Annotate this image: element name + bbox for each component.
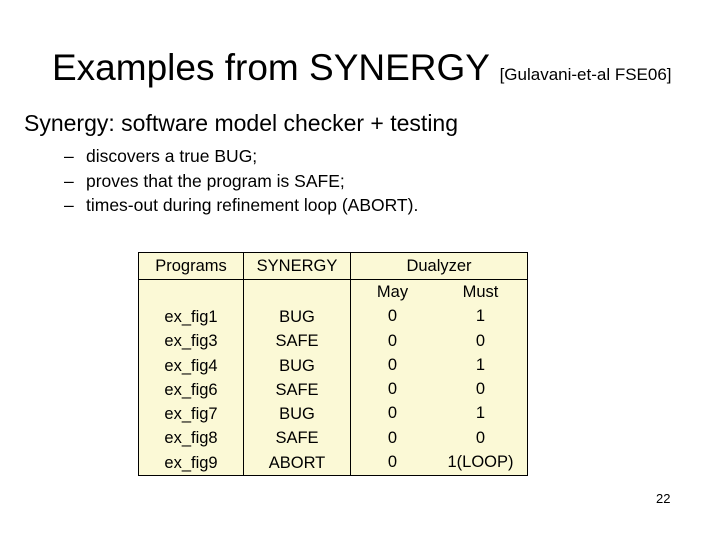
bullet-dash: – — [64, 195, 74, 215]
synergy-result: SAFE — [275, 332, 319, 351]
must-value: 1(LOOP) — [447, 453, 514, 472]
header-synergy: SYNERGY — [256, 257, 338, 275]
may-value: 0 — [387, 355, 398, 374]
header-must: Must — [462, 283, 499, 301]
header-programs: Programs — [155, 257, 227, 275]
slide-subtitle: Synergy: software model checker + testin… — [24, 110, 459, 136]
citation: [Gulavani-et-al FSE06] — [499, 65, 672, 84]
header-dualyzer-cell: Dualyzer — [350, 252, 528, 280]
must-value: 0 — [475, 331, 486, 350]
bullet-item: – proves that the program is SAFE; — [64, 169, 418, 194]
may-value: 0 — [387, 404, 398, 423]
may-value: 0 — [387, 453, 398, 472]
program-name: ex_fig6 — [164, 380, 218, 399]
page-number: 22 — [656, 491, 671, 506]
header-dualyzer: Dualyzer — [406, 257, 472, 275]
slide-title: Examples from SYNERGY [Gulavani-et-al FS… — [52, 46, 672, 97]
must-value: 1 — [475, 355, 486, 374]
may-value: 0 — [387, 307, 398, 326]
program-name: ex_fig1 — [164, 308, 218, 326]
programs-column: ex_fig1 ex_fig3 ex_fig4 ex_fig6 ex_fig7 … — [138, 278, 244, 477]
must-column: Must 1 0 1 0 1 0 1(LOOP) — [434, 278, 528, 477]
synergy-result: ABORT — [268, 453, 326, 472]
synergy-result: BUG — [279, 405, 315, 424]
table-header-row: Programs SYNERGY Dualyzer — [138, 252, 528, 280]
may-column: May 0 0 0 0 0 0 0 — [350, 278, 434, 477]
header-synergy-cell: SYNERGY — [243, 252, 351, 280]
program-name: ex_fig3 — [164, 332, 218, 351]
synergy-result: SAFE — [275, 380, 319, 399]
table-body-row: ex_fig1 ex_fig3 ex_fig4 ex_fig6 ex_fig7 … — [138, 278, 528, 477]
results-table: Programs SYNERGY Dualyzer ex_fig1 ex_fig… — [138, 252, 528, 477]
bullet-item: – discovers a true BUG; — [64, 144, 418, 169]
program-name: ex_fig7 — [164, 405, 218, 424]
bullet-list: – discovers a true BUG; – proves that the … — [64, 144, 418, 218]
synergy-column: BUG SAFE BUG SAFE BUG SAFE ABORT — [243, 278, 351, 477]
synergy-result: BUG — [279, 356, 315, 375]
bullet-dash: – — [64, 170, 74, 191]
may-value: 0 — [387, 428, 398, 447]
may-value: 0 — [387, 380, 398, 399]
must-value: 1 — [475, 404, 486, 423]
bullet-text: proves that the program is SAFE; — [86, 170, 345, 191]
must-value: 0 — [475, 380, 486, 399]
bullet-text: times-out during refinement loop (ABORT)… — [86, 195, 419, 215]
must-value: 0 — [475, 428, 486, 447]
bullet-text: discovers a true BUG; — [86, 146, 258, 166]
bullet-item: – times-out during refinement loop (ABORT… — [64, 193, 418, 218]
bullet-dash: – — [64, 146, 74, 166]
header-programs-cell: Programs — [138, 252, 244, 280]
must-value: 1 — [475, 307, 486, 326]
header-may: May — [376, 283, 409, 301]
synergy-result: BUG — [279, 308, 315, 326]
synergy-result: SAFE — [275, 429, 319, 448]
program-name: ex_fig9 — [164, 453, 218, 472]
program-name: ex_fig4 — [164, 356, 218, 375]
may-value: 0 — [387, 331, 398, 350]
program-name: ex_fig8 — [164, 429, 218, 448]
slide-title-text: Examples from SYNERGY — [52, 47, 490, 88]
